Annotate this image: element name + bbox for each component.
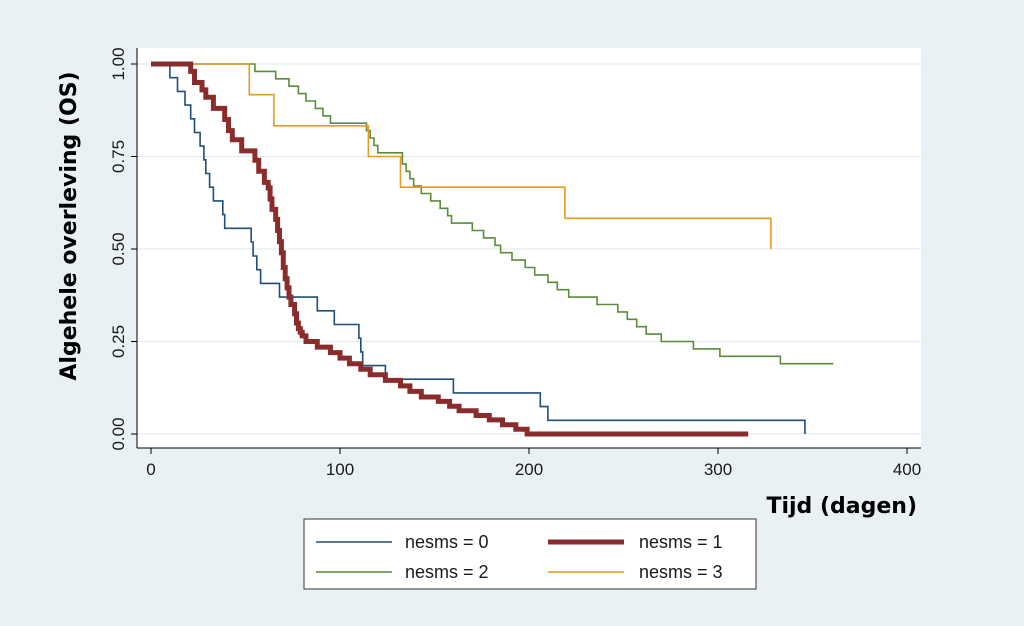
legend-box: [303, 518, 757, 590]
x-tick-label: 300: [704, 460, 732, 479]
x-tick-label: 400: [893, 460, 921, 479]
y-tick-label: 0.00: [109, 417, 128, 450]
legend-label-0: nesms = 0: [405, 532, 489, 552]
x-tick-label: 200: [515, 460, 543, 479]
y-tick-label: 0.75: [109, 140, 128, 173]
legend-label-1: nesms = 1: [639, 532, 723, 552]
series-line-0: [151, 63, 806, 434]
legend-label-3: nesms = 3: [639, 562, 723, 582]
series-layer: [151, 61, 834, 437]
series-line-2: [151, 63, 834, 365]
y-axis-title: Algehele overleving (OS): [57, 71, 82, 380]
x-axis-title: Tijd (dagen): [766, 494, 917, 519]
legend: nesms = 0 nesms = 1 nesms = 2 nesms = 3: [303, 518, 757, 590]
tick-group: 0.00 0.25 0.50 0.75 1.00 0 100 200 300 400: [109, 47, 921, 479]
series-line-1: [151, 61, 749, 437]
y-tick-label: 0.50: [109, 232, 128, 265]
x-tick-label: 100: [326, 460, 354, 479]
series-line-3: [151, 63, 772, 249]
y-tick-label: 0.25: [109, 325, 128, 358]
grid-lines: [137, 63, 921, 435]
plot-background: [137, 48, 921, 448]
legend-label-2: nesms = 2: [405, 562, 489, 582]
x-tick-label: 0: [146, 460, 155, 479]
y-tick-label: 1.00: [109, 47, 128, 80]
